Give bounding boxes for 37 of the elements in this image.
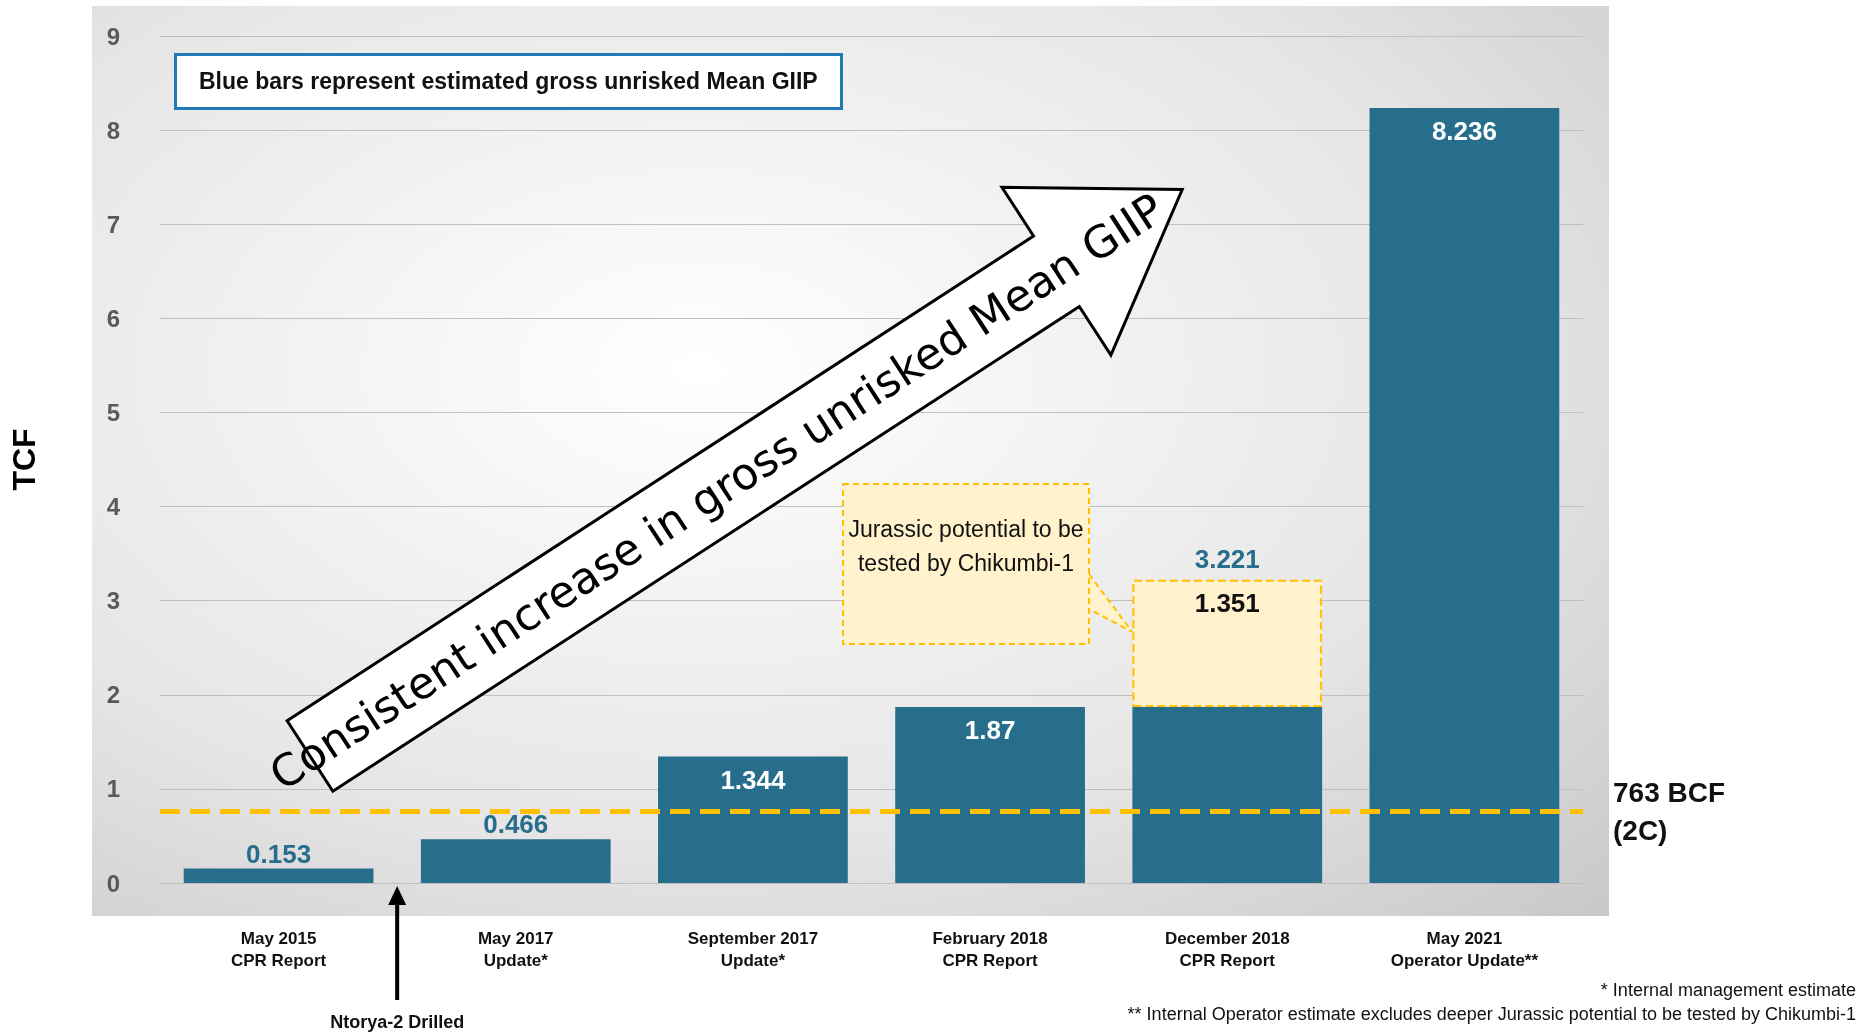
text-box: Blue bars represent estimated gross unrisked Mean GIIP xyxy=(174,53,843,110)
y-tick-label: 6 xyxy=(106,304,120,332)
y-tick-label: 4 xyxy=(106,493,121,521)
data-label: 8.236 xyxy=(1431,115,1497,146)
y-tick-label: 3 xyxy=(106,587,120,615)
x-tick-label: February 2018 CPR Report xyxy=(932,928,1048,970)
bar xyxy=(1369,107,1560,883)
bar xyxy=(183,868,374,883)
x-tick-label: September 2017 Update* xyxy=(687,928,819,970)
bar xyxy=(1132,579,1323,708)
y-axis-title: TCF xyxy=(6,428,42,491)
data-label: 1.344 xyxy=(720,764,786,795)
data-label: 1.351 xyxy=(1194,587,1260,618)
y-tick-label: 1 xyxy=(106,775,120,803)
x-tick-label: December 2018 CPR Report xyxy=(1164,928,1290,970)
y-tick-label: 9 xyxy=(106,22,120,50)
ref-line-label: 763 BCF (2C) xyxy=(1613,776,1733,846)
x-tick-label: May 2015 CPR Report xyxy=(230,928,327,970)
data-label: 0.466 xyxy=(483,809,549,840)
y-tick-label: 2 xyxy=(106,681,120,709)
bar xyxy=(420,839,611,883)
bar xyxy=(658,756,848,883)
text: ** Internal Operator estimate excludes deeper Jurassic potential to be tested by Chikumbi-1 xyxy=(1127,1004,1856,1024)
total-label: 3.221 xyxy=(1194,543,1260,574)
y-tick-label: 0 xyxy=(106,869,120,897)
text: * Internal management estimate xyxy=(1600,980,1856,1000)
x-tick-label: May 2017 Update* xyxy=(477,928,554,970)
x-tick-label: May 2021 Operator Update** xyxy=(1390,928,1539,970)
annotation: Jurassic potential to be tested by Chikumbi-1 xyxy=(847,515,1085,578)
y-tick-label: 5 xyxy=(106,398,120,426)
bar xyxy=(1132,707,1323,883)
data-label: 0.153 xyxy=(246,838,312,869)
text: Ntorya-2 Drilled xyxy=(330,1012,465,1032)
y-tick-label: 8 xyxy=(106,116,120,144)
y-tick-label: 7 xyxy=(106,210,120,238)
data-label: 1.87 xyxy=(964,715,1016,746)
bar xyxy=(895,707,1085,883)
